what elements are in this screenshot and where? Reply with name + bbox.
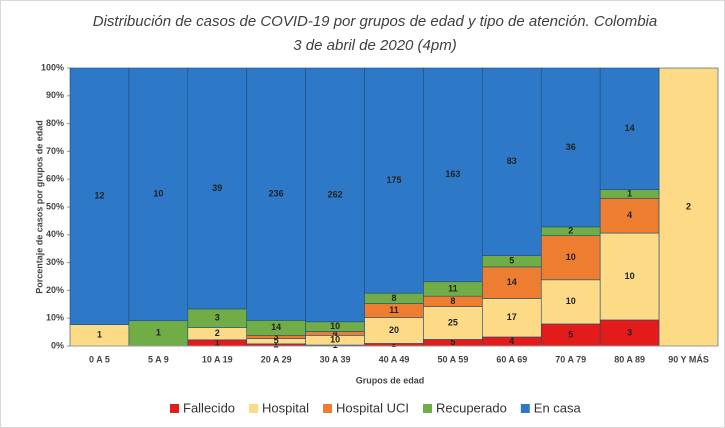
y-axis-label: Porcentaje de casos por grupos de edad: [34, 120, 44, 294]
data-label: 1: [215, 337, 220, 347]
data-label: 10: [566, 296, 576, 306]
bar-segment: [128, 320, 189, 347]
data-label: 163: [445, 169, 460, 179]
bar-segment: [658, 67, 719, 347]
bar-segment: [423, 306, 483, 340]
data-label: 2: [274, 339, 279, 349]
y-tick-label: 20%: [46, 285, 64, 295]
legend-label: Recuperado: [436, 400, 507, 415]
x-tick-label: 90 Y MÁS: [668, 354, 709, 364]
legend-swatch: [323, 404, 332, 413]
bar-segment: [482, 298, 542, 338]
data-label: 14: [271, 322, 281, 332]
data-label: 5: [568, 329, 573, 339]
bar-segment: [482, 67, 542, 256]
y-tick-label: 90%: [46, 90, 64, 100]
y-tick-label: 70%: [46, 146, 64, 156]
data-label: 17: [507, 312, 517, 322]
x-tick-label: 20 A 29: [261, 354, 292, 364]
data-label: 2: [391, 339, 396, 349]
chart-subtitle: 3 de abril de 2020 (4pm): [293, 37, 456, 54]
data-label: 262: [328, 189, 343, 199]
legend-label: En casa: [534, 400, 582, 415]
x-tick-label: 0 A 5: [89, 354, 110, 364]
data-label: 10: [330, 321, 340, 331]
data-label: 175: [386, 175, 401, 185]
data-label: 11: [389, 305, 399, 315]
data-label: 11: [448, 283, 458, 293]
bar-segment: [187, 67, 248, 310]
x-tick-label: 5 A 9: [148, 354, 169, 364]
data-label: 2: [568, 226, 573, 236]
data-label: 1: [97, 330, 102, 340]
data-label: 83: [507, 156, 517, 166]
x-axis-label: Grupos de edad: [356, 375, 425, 385]
legend-swatch: [249, 404, 259, 413]
data-label: 39: [212, 183, 222, 193]
legend-swatch: [520, 404, 530, 413]
bar-segment: [540, 67, 601, 228]
data-label: 25: [448, 317, 458, 327]
x-tick-label: 50 A 59: [437, 354, 468, 364]
y-tick-label: 50%: [46, 201, 64, 211]
legend-swatch: [170, 404, 179, 413]
data-label: 2: [686, 201, 691, 211]
data-label: 1: [156, 328, 161, 338]
data-label: 1: [627, 188, 632, 198]
data-label: 10: [625, 271, 635, 281]
y-tick-label: 100%: [41, 62, 64, 72]
y-tick-label: 10%: [46, 313, 64, 323]
data-label: 4: [509, 336, 514, 346]
y-tick-label: 0%: [51, 340, 64, 350]
data-label: 5: [450, 337, 455, 347]
x-tick-label: 70 A 79: [555, 354, 586, 364]
data-label: 8: [450, 296, 455, 306]
x-tick-label: 40 A 49: [379, 354, 410, 364]
y-tick-label: 40%: [46, 229, 64, 239]
data-label: 20: [389, 325, 399, 335]
x-tick-label: 30 A 39: [320, 354, 351, 364]
legend-label: Hospital UCI: [336, 400, 409, 415]
data-label: 14: [625, 123, 635, 133]
data-label: 8: [391, 293, 396, 303]
data-label: 4: [333, 328, 338, 338]
data-label: 14: [507, 277, 517, 287]
y-tick-label: 80%: [46, 118, 64, 128]
data-label: 2: [215, 328, 220, 338]
bar-segment: [599, 67, 660, 190]
data-label: 12: [94, 191, 104, 201]
y-tick-label: 30%: [46, 257, 64, 267]
data-label: 10: [566, 252, 576, 262]
data-label: 4: [627, 210, 632, 220]
data-label: 236: [269, 189, 284, 199]
legend-label: Hospital: [262, 400, 309, 415]
data-label: 3: [274, 331, 279, 341]
data-label: 5: [274, 336, 279, 346]
data-label: 10: [153, 189, 163, 199]
data-label: 36: [566, 142, 576, 152]
x-tick-label: 10 A 19: [202, 354, 233, 364]
legend-label: Fallecido: [183, 400, 235, 415]
data-label: 3: [627, 327, 632, 337]
data-label: 10: [330, 335, 340, 345]
bar-segment: [246, 67, 306, 321]
legend-swatch: [422, 404, 432, 413]
bar-segment: [423, 67, 483, 283]
x-tick-label: 80 A 89: [614, 354, 645, 364]
data-label: 5: [509, 256, 514, 266]
y-tick-label: 60%: [46, 174, 64, 184]
chart-title: Distribución de casos de COVID-19 por gr…: [93, 13, 658, 30]
x-tick-label: 60 A 69: [496, 354, 527, 364]
data-label: 3: [215, 313, 220, 323]
